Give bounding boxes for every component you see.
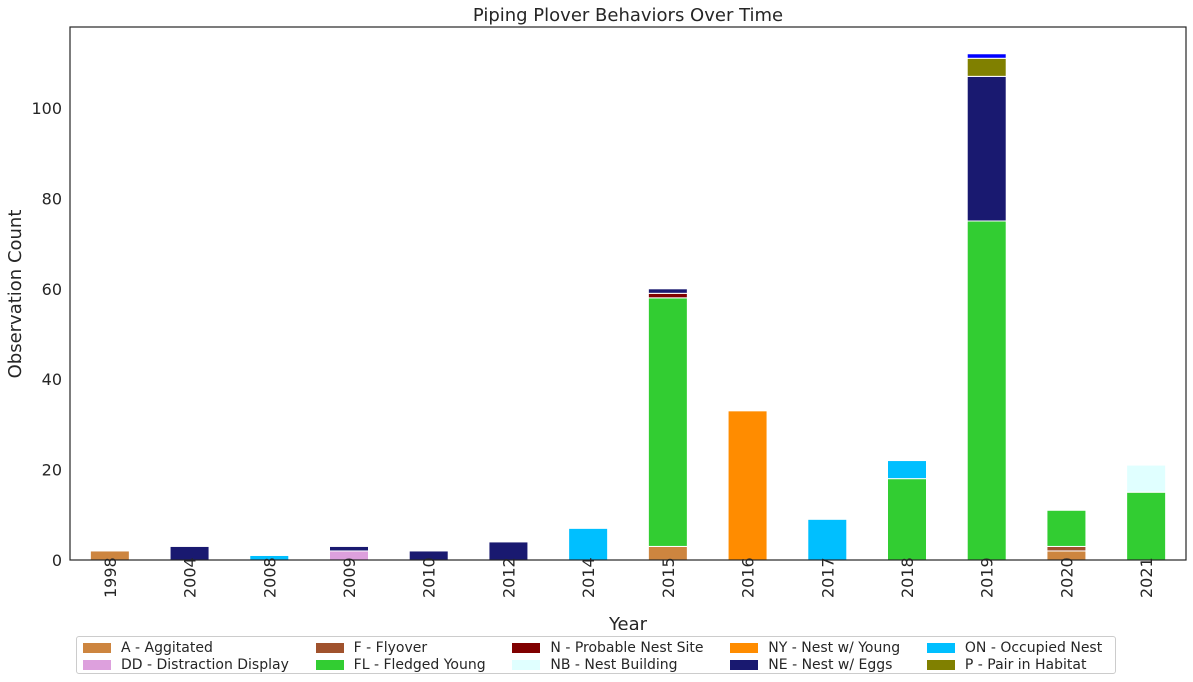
legend-swatch	[730, 642, 759, 653]
x-axis-label: Year	[608, 614, 648, 630]
bar-2015-FL	[647, 297, 688, 547]
x-tick-label: 2004	[181, 557, 200, 598]
bar-2021-NB	[1126, 464, 1167, 493]
bar-2019-P	[966, 57, 1007, 77]
legend-label: NE - Nest w/ Eggs	[768, 656, 893, 673]
legend-label: NB - Nest Building	[550, 656, 678, 673]
bar-2015-NE	[647, 288, 688, 294]
legend-item: NY - Nest w/ Young	[730, 639, 907, 656]
legend-label: F - Flyover	[353, 639, 428, 656]
legend-label: ON - Occupied Nest	[964, 639, 1103, 656]
x-tick-label: 2014	[579, 557, 598, 598]
legend-swatch	[926, 642, 955, 653]
y-tick-label: 20	[42, 461, 62, 480]
legend-swatch	[512, 659, 541, 670]
bar-2018-ON	[887, 460, 927, 480]
y-tick-label: 80	[42, 189, 62, 208]
y-tick-label: 0	[52, 551, 62, 570]
legend-swatch	[315, 659, 344, 670]
x-tick-label: 2020	[1057, 557, 1076, 598]
bar-2019-series10	[966, 53, 1007, 59]
legend-swatch	[512, 642, 541, 653]
x-tick-label: 1998	[101, 557, 120, 598]
bar-2021-FL	[1126, 491, 1167, 561]
bar-2017-ON	[807, 518, 848, 561]
y-tick-label: 40	[42, 370, 62, 389]
legend-item: N - Probable Nest Site	[512, 639, 710, 656]
x-tick-label: 2017	[818, 557, 837, 598]
legend-swatch	[315, 642, 344, 653]
legend-swatch	[730, 659, 759, 670]
bar-2015-N	[647, 292, 688, 299]
legend-item: ON - Occupied Nest	[926, 639, 1109, 656]
legend-item: F - Flyover	[315, 639, 493, 656]
bar-2016-NY	[727, 410, 768, 561]
x-tick-label: 2012	[499, 557, 518, 598]
legend-item: P - Pair in Habitat	[926, 656, 1109, 673]
legend-item: DD - Distraction Display	[83, 656, 296, 673]
bar-2009-NE	[329, 545, 369, 552]
chart-title: Piping Plover Behaviors Over Time	[473, 5, 783, 26]
legend-item: NE - Nest w/ Eggs	[730, 656, 907, 673]
legend-swatch	[83, 659, 111, 670]
x-tick-label: 2021	[1137, 557, 1156, 598]
y-tick-label: 60	[42, 280, 62, 299]
bar-2020-F	[1046, 545, 1087, 552]
legend-label: N - Probable Nest Site	[550, 639, 704, 656]
bar-2014-ON	[568, 527, 609, 561]
y-tick-label: 100	[31, 99, 62, 118]
x-tick-label: 2016	[739, 557, 758, 598]
stacked-bar-chart: Piping Plover Behaviors Over Time 0 20 40 6…	[5, 5, 1187, 635]
bar-2018-FL	[887, 478, 927, 561]
legend-label: A - Aggitated	[121, 639, 213, 656]
legend-item: NB - Nest Building	[512, 656, 710, 673]
bar-2020-FL	[1046, 509, 1087, 547]
plot-frame	[69, 26, 1187, 561]
x-tick-label: 2018	[898, 557, 917, 598]
legend-swatch	[83, 642, 111, 653]
x-tick-label: 2019	[978, 557, 997, 598]
legend-label: FL - Fledged Young	[353, 656, 486, 673]
legend-item: FL - Fledged Young	[315, 656, 493, 673]
x-tick-label: 2008	[260, 557, 279, 598]
x-tick-label: 2010	[420, 557, 439, 598]
legend-swatch	[926, 659, 955, 670]
legend: A - Aggitated F - Flyover N - Probable Nes…	[76, 636, 1116, 674]
bar-2019-FL	[966, 220, 1007, 561]
legend-label: DD - Distraction Display	[121, 656, 289, 673]
legend-item: A - Aggitated	[83, 639, 296, 656]
x-tick-label: 2009	[340, 557, 359, 598]
y-axis-label: Observation Count	[5, 210, 26, 379]
legend-label: P - Pair in Habitat	[964, 656, 1087, 673]
legend-label: NY - Nest w/ Young	[768, 639, 901, 656]
bar-2019-NE	[966, 75, 1007, 222]
x-tick-label: 2015	[659, 557, 678, 598]
